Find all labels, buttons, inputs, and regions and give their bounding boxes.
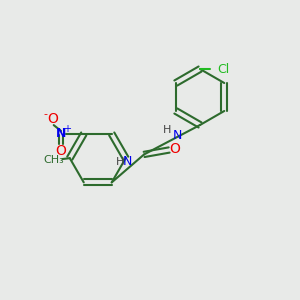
- Text: O: O: [47, 112, 58, 126]
- Text: O: O: [169, 142, 180, 155]
- Text: N: N: [123, 155, 133, 168]
- Text: Cl: Cl: [218, 62, 230, 76]
- Text: N: N: [172, 129, 182, 142]
- Text: CH₃: CH₃: [43, 154, 64, 165]
- Text: H: H: [163, 125, 171, 135]
- Text: H: H: [116, 157, 124, 167]
- Text: -: -: [44, 109, 48, 119]
- Text: O: O: [56, 144, 67, 158]
- Text: +: +: [63, 124, 71, 134]
- Text: N: N: [56, 128, 66, 140]
